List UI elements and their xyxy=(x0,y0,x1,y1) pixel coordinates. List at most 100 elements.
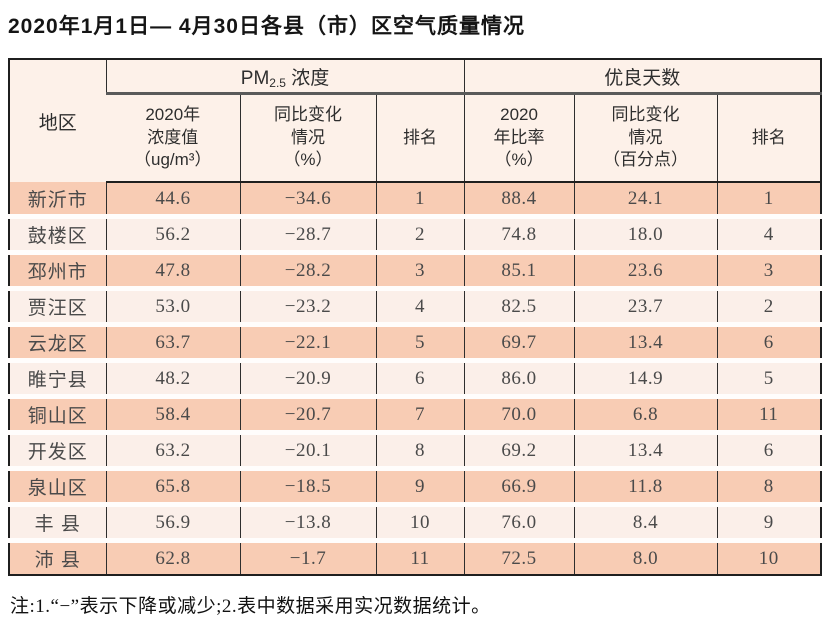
region-cell: 泉山区 xyxy=(9,466,106,505)
pm-change-cell: −28.7 xyxy=(239,214,376,253)
region-cell: 邳州市 xyxy=(9,250,106,289)
table-body: 新沂市 44.6 −34.6 1 88.4 24.1 1 鼓楼区 56.2 −28.7 2 74.8 1… xyxy=(9,182,822,575)
table-row: 沛 县 62.8 −1.7 11 72.5 8.0 10 xyxy=(9,538,822,575)
pm-value-cell: 63.7 xyxy=(105,322,240,361)
pm-value-cell: 44.6 xyxy=(105,182,240,217)
pm25-label-suffix: 浓度 xyxy=(285,67,330,89)
days-change-cell: 11.8 xyxy=(573,466,718,505)
table-row: 邳州市 47.8 −28.2 3 85.1 23.6 3 xyxy=(9,250,822,289)
region-cell: 贾汪区 xyxy=(9,286,106,325)
days-ratio-cell: 70.0 xyxy=(463,394,575,433)
footnote: 注:1.“−”表示下降或减少;2.表中数据采用实况数据统计。 xyxy=(10,596,491,617)
days-ratio-cell: 85.1 xyxy=(463,250,575,289)
table-row: 鼓楼区 56.2 −28.7 2 74.8 18.0 4 xyxy=(9,214,822,253)
days-change-cell: 8.4 xyxy=(573,502,718,541)
pm-value-cell: 63.2 xyxy=(105,430,240,469)
pm-rank-cell: 8 xyxy=(375,430,465,469)
pm25-label-prefix: PM xyxy=(240,67,270,89)
pm-value-cell: 58.4 xyxy=(105,394,240,433)
pm-change-cell: −22.1 xyxy=(239,322,376,361)
table-row: 开发区 63.2 −20.1 8 69.2 13.4 6 xyxy=(9,430,822,469)
table-header: 地区 PM2.5 浓度 优良天数 2020年 浓度值 （ug/m³） 同比变化 … xyxy=(9,59,822,183)
pm-change-cell: −20.7 xyxy=(239,394,376,433)
days-change-cell: 13.4 xyxy=(573,430,718,469)
table-row: 丰 县 56.9 −13.8 10 76.0 8.4 9 xyxy=(9,502,822,541)
days-change-column-header: 同比变化 情况 （百分点） xyxy=(573,93,718,183)
days-change-cell: 23.6 xyxy=(573,250,718,289)
days-change-cell: 24.1 xyxy=(573,182,718,217)
pm-rank-cell: 6 xyxy=(375,358,465,397)
pm-rank-column-header: 排名 xyxy=(375,93,465,183)
days-ratio-cell: 86.0 xyxy=(463,358,575,397)
pm-rank-cell: 10 xyxy=(375,502,465,541)
pm-value-cell: 56.9 xyxy=(105,502,240,541)
days-rank-cell: 6 xyxy=(716,430,822,469)
table-row: 铜山区 58.4 −20.7 7 70.0 6.8 11 xyxy=(9,394,822,433)
region-cell: 开发区 xyxy=(9,430,106,469)
pm-change-cell: −20.1 xyxy=(239,430,376,469)
table-row: 新沂市 44.6 −34.6 1 88.4 24.1 1 xyxy=(9,182,822,217)
days-change-cell: 14.9 xyxy=(573,358,718,397)
pm-change-cell: −1.7 xyxy=(239,538,376,575)
air-quality-table: 地区 PM2.5 浓度 优良天数 2020年 浓度值 （ug/m³） 同比变化 … xyxy=(8,58,823,576)
days-rank-cell: 2 xyxy=(716,286,822,325)
region-cell: 沛 县 xyxy=(9,538,106,575)
pm-value-cell: 47.8 xyxy=(105,250,240,289)
region-cell: 鼓楼区 xyxy=(9,214,106,253)
days-ratio-cell: 66.9 xyxy=(463,466,575,505)
pm-value-cell: 56.2 xyxy=(105,214,240,253)
sub-header-row: 2020年 浓度值 （ug/m³） 同比变化 情况 （%） 排名 2020 年比… xyxy=(9,93,822,183)
days-rank-cell: 8 xyxy=(716,466,822,505)
pm-change-column-header: 同比变化 情况 （%） xyxy=(239,93,376,183)
days-rank-cell: 1 xyxy=(716,182,822,217)
days-change-cell: 18.0 xyxy=(573,214,718,253)
region-cell: 铜山区 xyxy=(9,394,106,433)
pm-value-cell: 62.8 xyxy=(105,538,240,575)
days-ratio-column-header: 2020 年比率 （%） xyxy=(463,93,575,183)
pm-change-cell: −34.6 xyxy=(239,182,376,217)
days-rank-cell: 10 xyxy=(716,538,822,575)
table-row: 睢宁县 48.2 −20.9 6 86.0 14.9 5 xyxy=(9,358,822,397)
pm-value-column-header: 2020年 浓度值 （ug/m³） xyxy=(106,93,240,183)
good-days-group-header: 优良天数 xyxy=(463,59,822,95)
days-rank-cell: 4 xyxy=(716,214,822,253)
pm25-label-subscript: 2.5 xyxy=(269,75,286,90)
days-change-cell: 6.8 xyxy=(573,394,718,433)
region-column-header: 地区 xyxy=(9,59,106,182)
table-row: 泉山区 65.8 −18.5 9 66.9 11.8 8 xyxy=(9,466,822,505)
days-rank-cell: 5 xyxy=(716,358,822,397)
region-cell: 新沂市 xyxy=(9,182,106,217)
days-ratio-cell: 82.5 xyxy=(463,286,575,325)
days-ratio-cell: 74.8 xyxy=(463,214,575,253)
pm-rank-cell: 1 xyxy=(375,182,465,217)
pm-rank-cell: 4 xyxy=(375,286,465,325)
pm-change-cell: −18.5 xyxy=(239,466,376,505)
days-rank-cell: 3 xyxy=(716,250,822,289)
pm-rank-cell: 3 xyxy=(375,250,465,289)
days-change-cell: 8.0 xyxy=(573,538,718,575)
region-cell: 云龙区 xyxy=(9,322,106,361)
pm-change-cell: −13.8 xyxy=(239,502,376,541)
group-header-row: 地区 PM2.5 浓度 优良天数 xyxy=(9,59,822,182)
pm-change-cell: −23.2 xyxy=(239,286,376,325)
pm-rank-cell: 7 xyxy=(375,394,465,433)
pm-change-cell: −20.9 xyxy=(239,358,376,397)
days-rank-column-header: 排名 xyxy=(716,93,822,183)
pm25-group-header: PM2.5 浓度 xyxy=(105,59,465,95)
pm-change-cell: −28.2 xyxy=(239,250,376,289)
days-ratio-cell: 69.2 xyxy=(463,430,575,469)
region-cell: 睢宁县 xyxy=(9,358,106,397)
page-title: 2020年1月1日— 4月30日各县（市）区空气质量情况 xyxy=(8,15,525,38)
pm-rank-cell: 11 xyxy=(375,538,465,575)
days-ratio-cell: 88.4 xyxy=(463,182,575,217)
pm-rank-cell: 2 xyxy=(375,214,465,253)
pm-rank-cell: 5 xyxy=(375,322,465,361)
pm-value-cell: 48.2 xyxy=(105,358,240,397)
days-ratio-cell: 69.7 xyxy=(463,322,575,361)
days-ratio-cell: 72.5 xyxy=(463,538,575,575)
table-row: 贾汪区 53.0 −23.2 4 82.5 23.7 2 xyxy=(9,286,822,325)
days-rank-cell: 9 xyxy=(716,502,822,541)
days-change-cell: 23.7 xyxy=(573,286,718,325)
days-rank-cell: 6 xyxy=(716,322,822,361)
